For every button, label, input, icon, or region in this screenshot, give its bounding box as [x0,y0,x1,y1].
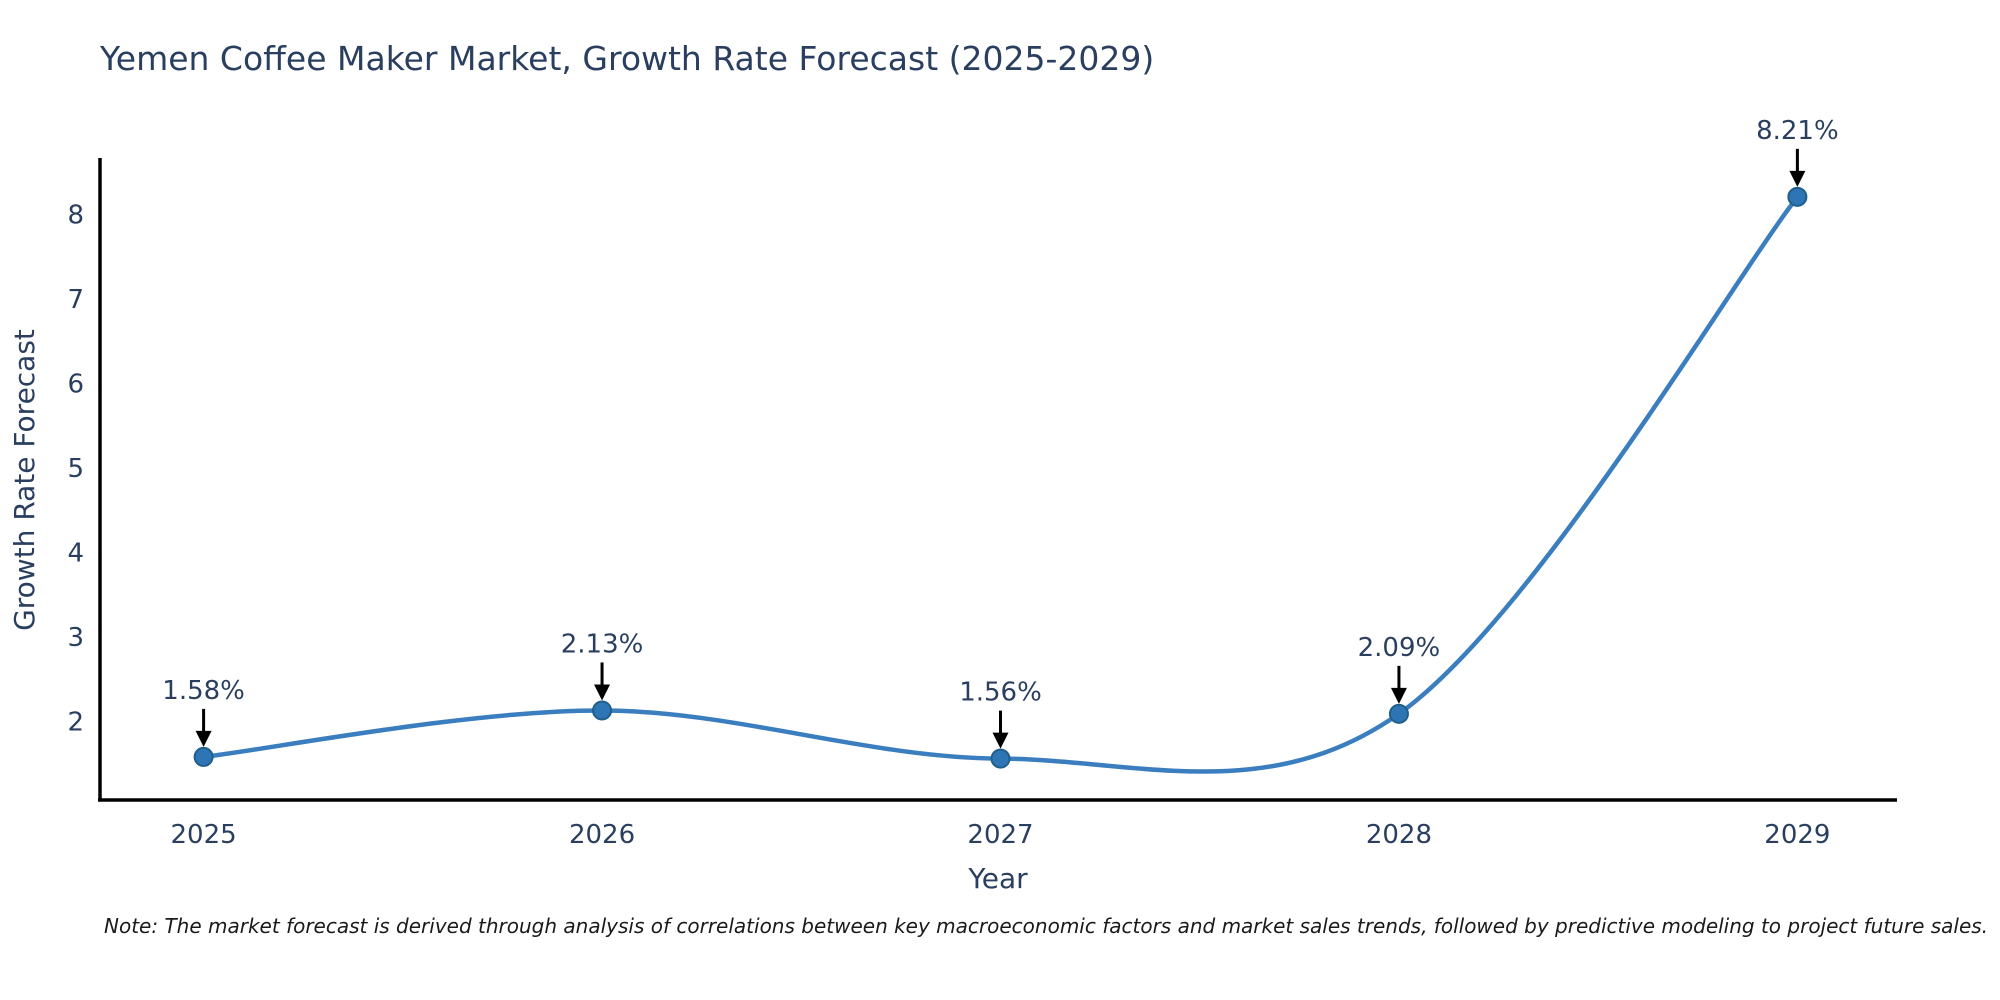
point-value-label: 1.56% [959,678,1042,708]
x-tick-label: 2029 [1764,820,1830,850]
data-point-marker [592,700,613,721]
annotation-arrowhead-icon [195,730,212,747]
x-tick-labels: 2025 2026 2027 2028 2029 [171,820,1831,850]
point-value-label: 1.58% [162,676,245,706]
x-tick-label: 2025 [171,820,237,850]
annotation-arrowhead-icon [1390,687,1407,704]
data-point-marker [193,746,214,767]
footnote: Note: The market forecast is derived thr… [104,914,1988,938]
axes [98,158,1897,802]
x-axis-title: Year [967,862,1028,895]
x-tick-label: 2028 [1366,820,1432,850]
point-annotations: 1.58% 2.13% 1.56% 2.09% 8.21% [162,116,1839,749]
data-point-marker [1787,186,1808,207]
x-tick-label: 2026 [569,820,635,850]
data-series [193,186,1808,774]
y-tick-label: 4 [67,538,84,568]
y-tick-label: 3 [67,623,84,653]
data-point-marker [990,748,1011,769]
x-tick-label: 2027 [967,820,1033,850]
y-tick-label: 6 [67,370,84,400]
annotation-arrowhead-icon [594,684,611,701]
y-tick-label: 5 [67,454,84,484]
chart-title: Yemen Coffee Maker Market, Growth Rate F… [99,39,1154,78]
point-value-label: 2.09% [1358,633,1441,663]
y-tick-label: 7 [67,285,84,315]
y-tick-label: 8 [67,201,84,231]
point-value-label: 2.13% [561,629,644,659]
series-line [201,194,1800,774]
annotation-arrowhead-icon [1789,170,1806,187]
point-value-label: 8.21% [1756,116,1839,146]
y-tick-label: 2 [67,707,84,737]
y-tick-labels: 2 3 4 5 6 7 8 [67,201,84,738]
y-axis-title: Growth Rate Forecast [8,329,41,631]
annotation-arrowhead-icon [992,732,1009,749]
data-point-marker [1388,703,1409,724]
